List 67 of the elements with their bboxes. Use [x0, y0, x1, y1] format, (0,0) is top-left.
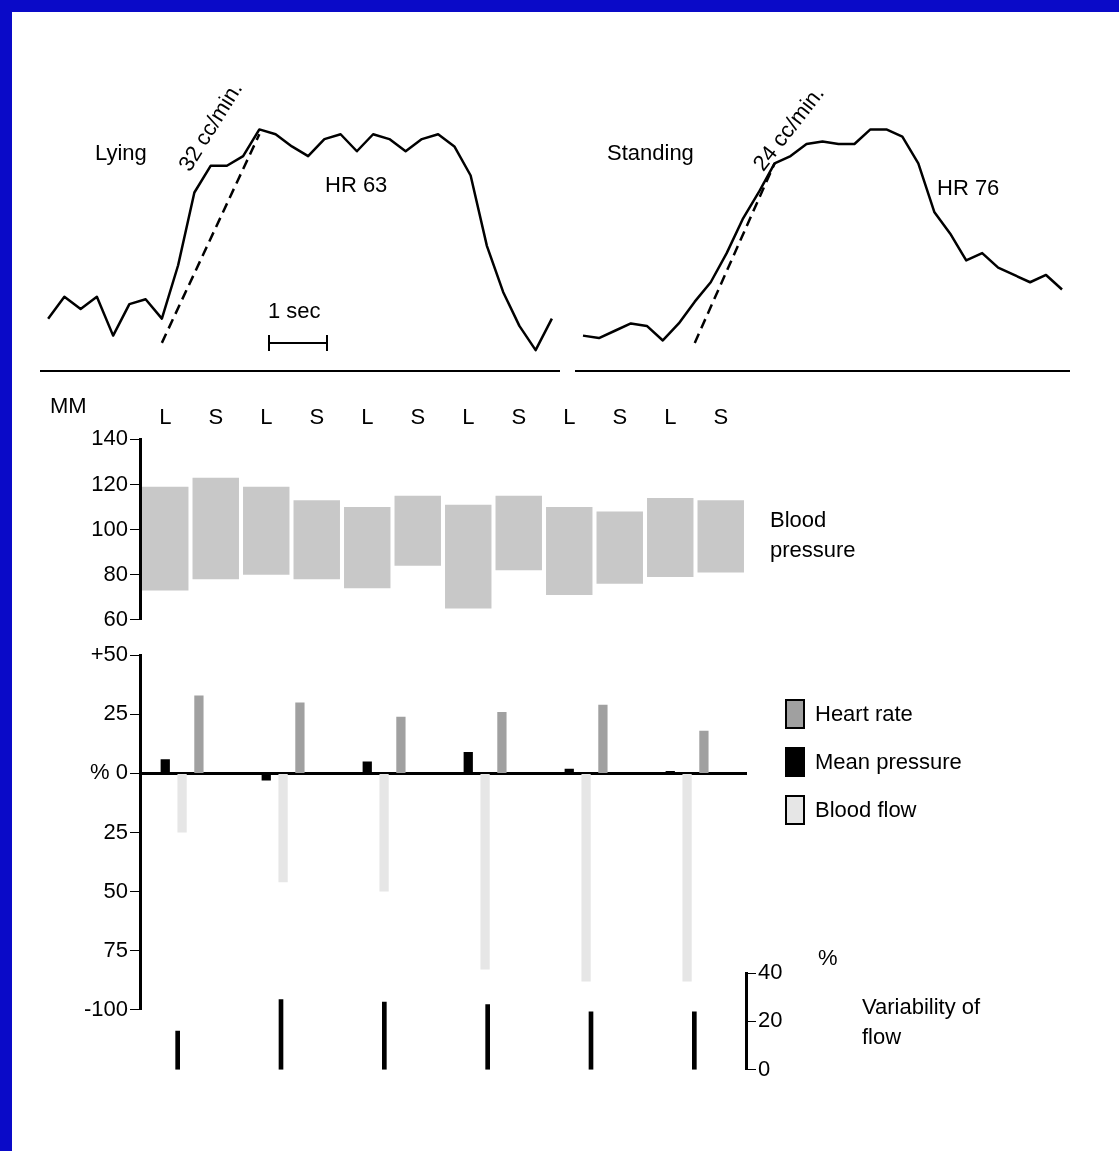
annotation: 1 sec [268, 298, 321, 324]
x-tick-label: S [410, 404, 426, 430]
bar [175, 1030, 180, 1070]
bar [692, 1011, 697, 1070]
x-tick-label: L [462, 404, 475, 430]
y-tick-label: 100 [91, 515, 128, 541]
x-tick-label: L [361, 404, 374, 430]
bar [382, 1001, 387, 1070]
annotation: Lying [95, 140, 147, 166]
y-tick-label: 140 [91, 425, 128, 451]
bar [278, 773, 288, 883]
bar [596, 511, 643, 584]
bar [480, 773, 490, 970]
x-tick-label: S [612, 404, 628, 430]
annotation: Standing [607, 140, 694, 166]
annotation: HR 63 [325, 172, 388, 198]
bar [243, 486, 290, 575]
text: Variability of flow [862, 993, 982, 1051]
bar [682, 773, 692, 982]
bar [194, 695, 204, 773]
bar [192, 477, 239, 580]
x-tick-label: S [511, 404, 527, 430]
bar [177, 773, 187, 833]
y-tick-label: 75 [103, 936, 128, 962]
y-axis-title: MM [50, 393, 87, 419]
y-axis-title: % [818, 945, 838, 971]
bar [546, 507, 593, 595]
y-tick-label: 120 [91, 470, 128, 496]
bar [699, 730, 709, 773]
legend-label: Mean pressure [815, 749, 962, 775]
bar [495, 495, 542, 571]
bar [697, 500, 744, 573]
y-tick-label: % 0 [90, 759, 128, 785]
bar [379, 773, 389, 892]
bar [142, 486, 189, 591]
bar [344, 507, 391, 589]
bar [295, 702, 305, 773]
legend-label: Blood flow [815, 797, 917, 823]
x-tick-label: L [664, 404, 677, 430]
bar [394, 495, 441, 566]
bar [445, 504, 492, 609]
y-tick-label: 80 [103, 560, 128, 586]
x-tick-label: S [713, 404, 729, 430]
bar [396, 716, 406, 773]
bar [598, 704, 608, 773]
y-tick-label: 25 [103, 818, 128, 844]
bar [581, 773, 591, 982]
y-tick-label: 25 [103, 700, 128, 726]
y-tick-label: 40 [758, 959, 783, 985]
y-tick-label: +50 [90, 641, 128, 667]
annotation: HR 76 [937, 175, 1000, 201]
bar [485, 1004, 490, 1070]
x-tick-label: L [260, 404, 273, 430]
text: Blood pressure [770, 506, 857, 564]
legend-label: Heart rate [815, 701, 913, 727]
x-tick-label: L [159, 404, 172, 430]
y-tick-label: 20 [758, 1007, 783, 1033]
y-tick-label: 0 [758, 1055, 771, 1081]
bar [647, 498, 694, 577]
x-tick-label: S [208, 404, 224, 430]
x-tick-label: L [563, 404, 576, 430]
bar [293, 500, 340, 580]
bar [497, 711, 507, 773]
y-tick-label: 50 [103, 877, 128, 903]
y-tick-label: -100 [83, 995, 128, 1021]
x-tick-label: S [309, 404, 325, 430]
y-tick-label: 60 [103, 605, 128, 631]
